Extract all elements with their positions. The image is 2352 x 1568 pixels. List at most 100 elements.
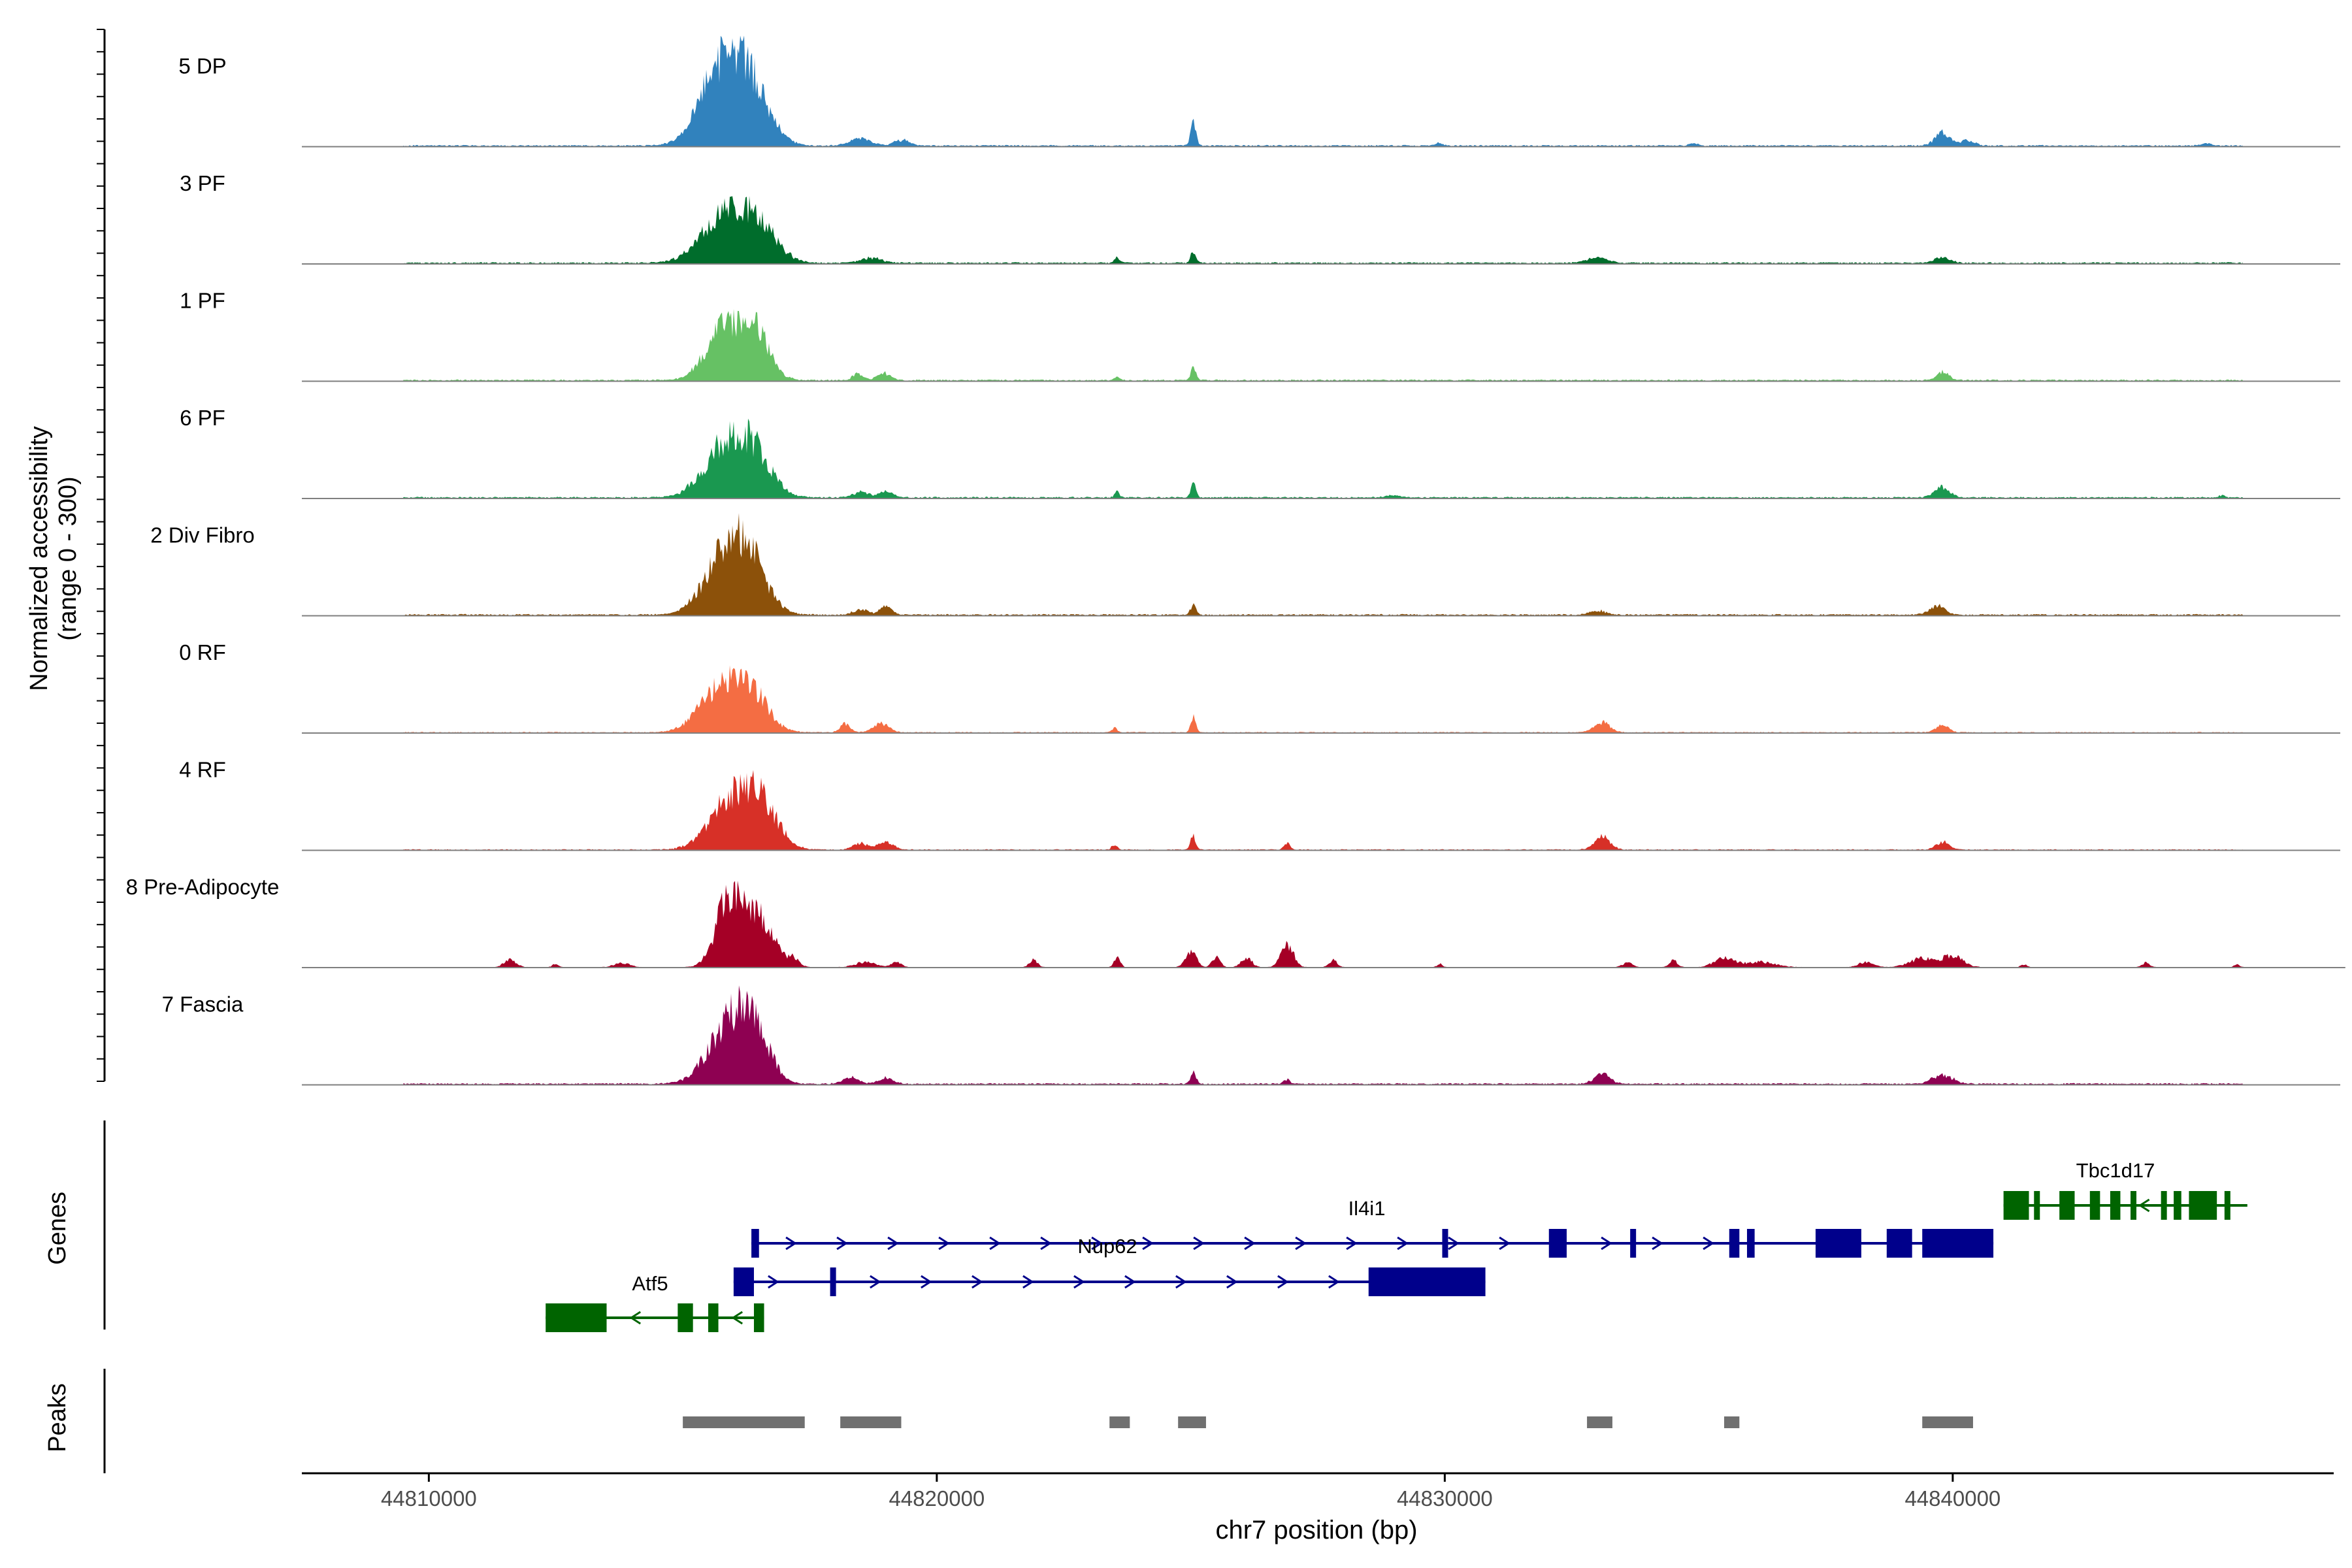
strand-chevron: [989, 1236, 1001, 1250]
gene-label: Il4i1: [1348, 1197, 1386, 1220]
coverage-area: [403, 985, 2243, 1085]
gene-exon: [1729, 1229, 1740, 1258]
track-label: 7 Fascia: [162, 992, 244, 1017]
coverage-area: [403, 308, 2243, 382]
track-7-fascia: 7 Fascia: [162, 985, 2341, 1086]
peak-region: [1109, 1416, 1130, 1428]
gene-exon: [1886, 1229, 1912, 1258]
gene-exon: [1368, 1267, 1486, 1296]
left-axis-lines: [97, 29, 106, 1473]
y-axis-label-range: (range 0 - 300): [54, 476, 82, 640]
x-tick-label: 44810000: [381, 1486, 477, 1511]
track-label: 0 RF: [179, 640, 226, 664]
gene-exon: [2189, 1191, 2217, 1220]
strand-chevron: [2138, 1198, 2150, 1213]
strand-chevron: [1448, 1236, 1460, 1250]
peak-region: [840, 1416, 902, 1428]
gene-il4i1: Il4i1: [751, 1197, 1994, 1258]
strand-chevron: [1142, 1236, 1154, 1250]
strand-chevron: [870, 1275, 881, 1289]
track-8-pre-adipocyte: 8 Pre-Adipocyte: [126, 875, 2345, 968]
x-tick-label: 44840000: [1904, 1486, 2001, 1511]
gene-atf5: Atf5: [546, 1272, 764, 1332]
gene-exon: [753, 1303, 764, 1332]
x-axis: 44810000 44820000 44830000 44840000: [302, 1472, 2334, 1511]
gene-exon: [2034, 1191, 2040, 1220]
strand-chevron: [1277, 1275, 1289, 1289]
strand-chevron: [1499, 1236, 1511, 1250]
strand-chevron: [1124, 1275, 1136, 1289]
gene-label: Tbc1d17: [2076, 1159, 2155, 1182]
strand-chevron: [1091, 1236, 1103, 1250]
strand-chevron: [731, 1311, 743, 1325]
x-tick-label: 44820000: [889, 1486, 985, 1511]
gene-exon: [2003, 1191, 2029, 1220]
y-axis-label-line2: (range 0 - 300): [54, 476, 82, 640]
coverage-area: [403, 418, 2243, 498]
track-0-rf: 0 RF: [179, 640, 2341, 734]
track-4-rf: 4 RF: [179, 758, 2341, 851]
gene-exon: [2224, 1191, 2230, 1220]
gene-exon: [1548, 1229, 1567, 1258]
strand-chevron: [1193, 1236, 1205, 1250]
track-3-pf: 3 PF: [180, 171, 2341, 265]
strand-chevron: [1073, 1275, 1085, 1289]
track-label: 1 PF: [180, 289, 225, 313]
gene-label: Atf5: [632, 1272, 668, 1295]
track-label: 2 Div Fibro: [150, 523, 255, 547]
strand-chevron: [1175, 1275, 1187, 1289]
gene-exon: [678, 1303, 693, 1332]
gene-exon: [708, 1303, 719, 1332]
x-tick-label: 44830000: [1397, 1486, 1493, 1511]
x-axis-title: chr7 position (bp): [1215, 1516, 1417, 1544]
peak-region: [1178, 1416, 1206, 1428]
strand-chevron: [836, 1236, 848, 1250]
gene-exon: [2110, 1191, 2121, 1220]
y-axis-label-line1: Normalized accessibility: [25, 426, 53, 691]
strand-chevron: [1022, 1275, 1034, 1289]
track-label: 5 DP: [178, 54, 226, 78]
gene-nup62: Nup62: [733, 1235, 1486, 1296]
strand-chevron: [1601, 1236, 1612, 1250]
strand-chevron: [938, 1236, 950, 1250]
strand-chevron: [1295, 1236, 1307, 1250]
track-label: 4 RF: [179, 758, 226, 782]
strand-chevron: [1346, 1236, 1358, 1250]
gene-exon: [830, 1267, 836, 1296]
strand-chevron: [629, 1311, 642, 1325]
strand-chevron: [785, 1236, 797, 1250]
gene-exon: [733, 1267, 754, 1296]
strand-chevron: [1244, 1236, 1256, 1250]
gene-exon: [2174, 1191, 2181, 1220]
gene-exon: [1630, 1229, 1637, 1258]
gene-exon: [2089, 1191, 2100, 1220]
gene-tbc1d17: Tbc1d17: [2003, 1159, 2247, 1220]
track-5-dp: 5 DP: [178, 35, 2341, 148]
strand-chevron: [768, 1275, 779, 1289]
track-6-pf: 6 PF: [180, 406, 2341, 499]
strand-chevron: [1040, 1236, 1052, 1250]
coverage-area: [403, 35, 2243, 147]
track-1-pf: 1 PF: [180, 289, 2341, 382]
coverage-area: [403, 665, 2243, 733]
track-label: 8 Pre-Adipocyte: [126, 875, 280, 899]
gene-exon: [751, 1229, 759, 1258]
coverage-area: [403, 770, 2243, 851]
strand-chevron: [1652, 1236, 1663, 1250]
coverage-area: [495, 881, 2247, 968]
coverage-area: [403, 513, 2243, 616]
gene-exon: [1815, 1229, 1861, 1258]
track-label: 3 PF: [180, 171, 225, 195]
gene-label: Nup62: [1077, 1235, 1137, 1258]
track-label: 6 PF: [180, 406, 225, 430]
strand-chevron: [1397, 1236, 1409, 1250]
gene-exon: [1922, 1229, 1994, 1258]
gene-track: Il4i1 Nup62 Atf5 Tbc1d17: [546, 1159, 2247, 1332]
peak-region: [1724, 1416, 1740, 1428]
strand-chevron: [1226, 1275, 1238, 1289]
strand-chevron: [1703, 1236, 1714, 1250]
track-2-div-fibro: 2 Div Fibro: [150, 513, 2341, 617]
peak-region: [683, 1416, 805, 1428]
peak-track: [683, 1416, 1973, 1428]
gene-exon: [546, 1303, 607, 1332]
